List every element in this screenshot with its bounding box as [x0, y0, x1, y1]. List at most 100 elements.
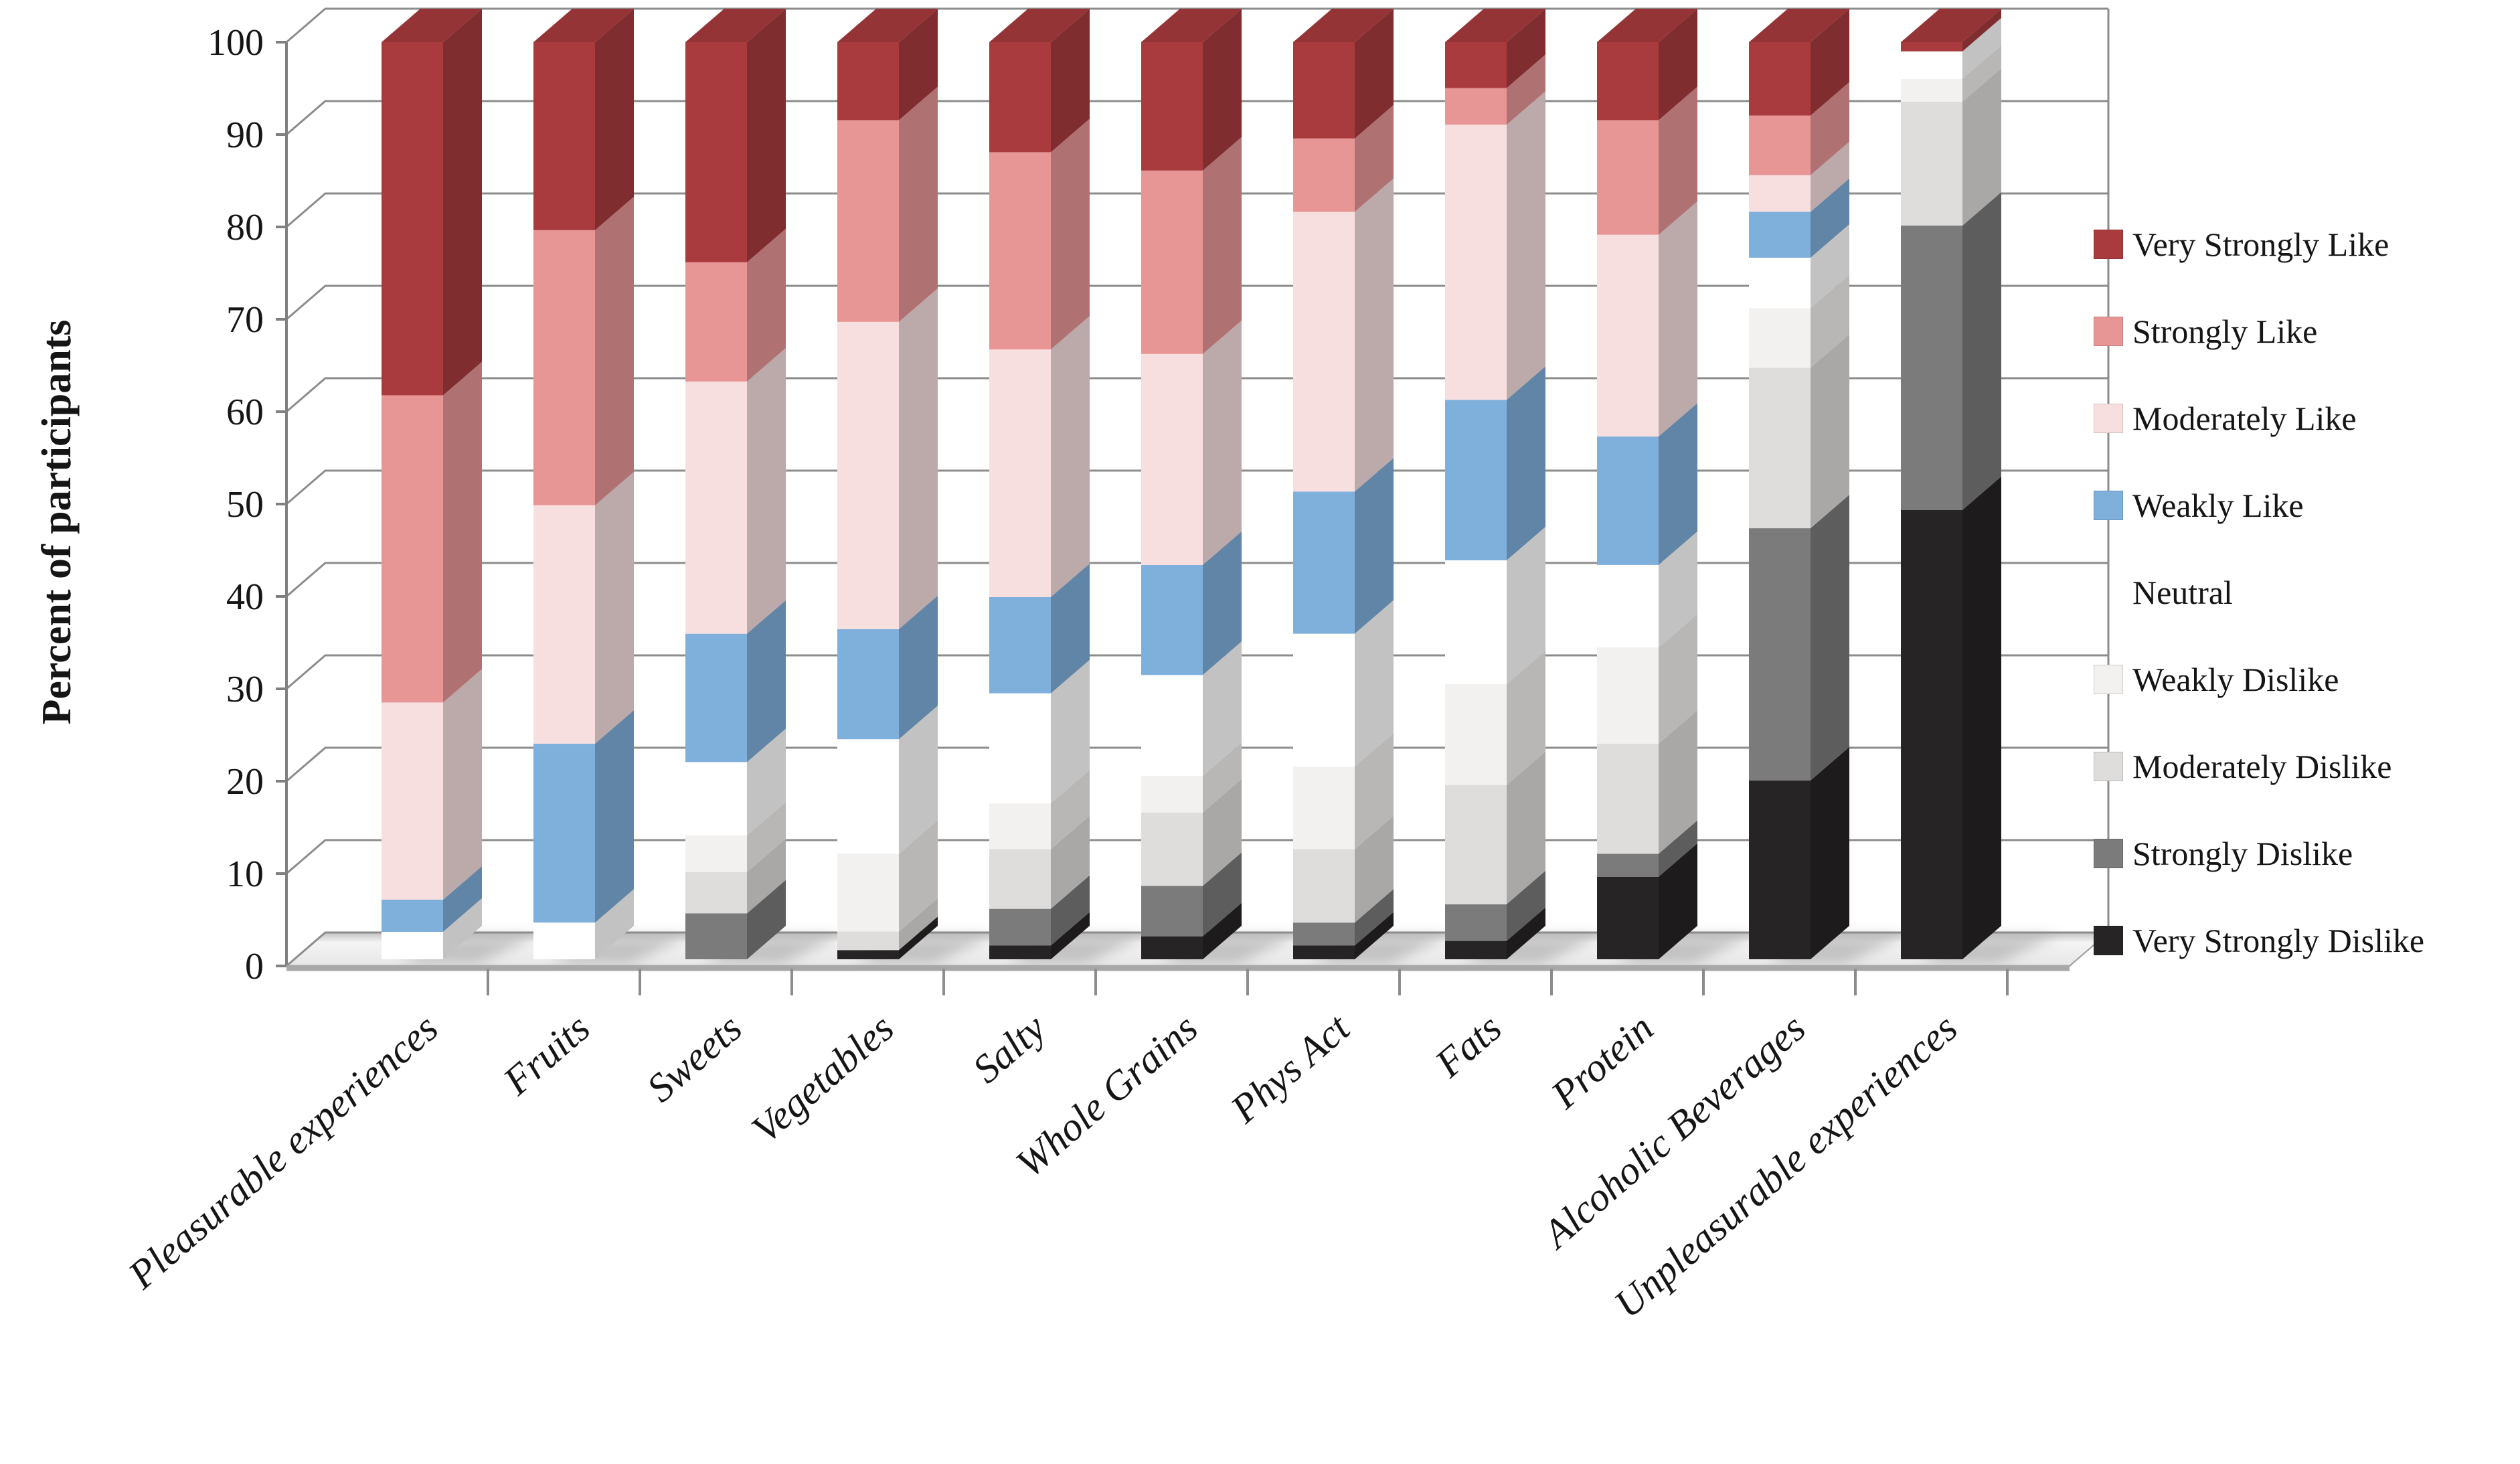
legend-label: Very Strongly Dislike: [2132, 922, 2425, 959]
bar-sweets: [685, 9, 786, 959]
segment-front: [1141, 170, 1203, 354]
segment-top: [1293, 9, 1394, 42]
segment-front: [1141, 42, 1203, 171]
segment-front: [837, 629, 899, 740]
segment-side: [1203, 320, 1242, 565]
segment-front: [837, 931, 899, 951]
segment-front: [685, 835, 747, 872]
segment-side: [1507, 651, 1545, 785]
segment-front: [1597, 744, 1659, 854]
segment-side: [1355, 9, 1394, 139]
segment-side: [1811, 82, 1849, 175]
legend-label: Very Strongly Like: [2132, 226, 2389, 263]
segment-front: [1749, 528, 1811, 781]
segment-front: [685, 42, 747, 262]
legend-item-neutral: Neutral: [2094, 549, 2424, 636]
legend-item-very-strongly-like: Very Strongly Like: [2094, 201, 2424, 288]
segment-side: [1507, 9, 1545, 88]
bar-fruits: [533, 9, 634, 959]
segment-front: [1749, 368, 1811, 529]
segment-side: [1051, 9, 1090, 153]
bar-phys-act: [1293, 9, 1394, 959]
segment-side: [1051, 770, 1090, 849]
segment-side: [1811, 224, 1849, 309]
segment-side: [899, 595, 938, 740]
segment-front: [989, 42, 1051, 153]
legend-item-weakly-dislike: Weakly Dislike: [2094, 636, 2424, 723]
segment-side: [899, 706, 938, 854]
segment-side: [1962, 476, 2001, 959]
x-category-label: Sweets: [639, 1005, 750, 1111]
segment-side: [1355, 458, 1394, 634]
x-category-label: Alcoholic Beverages: [1533, 1005, 1814, 1258]
segment-side: [1507, 91, 1545, 400]
segment-side: [1659, 403, 1697, 565]
segment-front: [685, 872, 747, 914]
segment-front: [1141, 886, 1203, 937]
segment-side: [1507, 54, 1545, 125]
segment-front: [1901, 78, 1962, 102]
segment-front: [1445, 684, 1507, 785]
segment-top: [1141, 9, 1242, 42]
segment-top: [1749, 9, 1849, 42]
segment-front: [1749, 257, 1811, 309]
legend-label: Neutral: [2132, 574, 2233, 611]
segment-front: [685, 262, 747, 382]
y-tick-label: 40: [226, 576, 264, 618]
segment-side: [747, 9, 786, 262]
segment-top: [1901, 9, 2001, 42]
legend-label: Moderately Like: [2132, 400, 2357, 437]
segment-side: [1811, 141, 1849, 212]
segment-side: [1051, 659, 1090, 804]
segment-side: [595, 9, 634, 230]
y-tick-label: 100: [207, 22, 264, 64]
segment-front: [1445, 785, 1507, 904]
y-tick-label: 30: [226, 669, 264, 710]
segment-side: [1659, 614, 1697, 744]
segment-front: [1293, 849, 1355, 923]
segment-front: [1597, 234, 1659, 437]
plot-area: 0 10 20 30 40 50 60 70 80 90 100 Pleasurable experi…: [120, 7, 2110, 1326]
segment-front: [1293, 138, 1355, 212]
segment-front: [837, 739, 899, 854]
bar-alcoholic-beverages: [1749, 9, 1849, 959]
segment-front: [685, 762, 747, 836]
bar-vegetables: [837, 9, 938, 959]
segment-side: [1203, 779, 1242, 886]
segment-side: [1203, 902, 1242, 959]
x-category-label: Fruits: [495, 1005, 598, 1104]
segment-side: [1962, 45, 2001, 102]
segment-side: [1659, 201, 1697, 437]
segment-side: [1659, 820, 1697, 877]
segment-front: [1597, 647, 1659, 744]
segment-side: [1051, 563, 1090, 694]
segment-side: [899, 820, 938, 932]
segment-front: [989, 349, 1051, 597]
segment-front: [1445, 400, 1507, 561]
segment-front: [1597, 42, 1659, 120]
segment-front: [837, 321, 899, 629]
segment-front: [1901, 226, 1962, 510]
segment-front: [1597, 564, 1659, 648]
segment-side: [1962, 68, 2001, 226]
segment-top: [1445, 9, 1545, 42]
segment-side: [1811, 495, 1849, 781]
segment-side: [747, 728, 786, 836]
y-tick-label: 90: [226, 114, 264, 156]
legend-swatch-icon: [2094, 926, 2123, 955]
bar-whole-grains: [1141, 9, 1242, 959]
legend-item-strongly-like: Strongly Like: [2094, 288, 2424, 375]
segment-side: [1962, 9, 2001, 52]
segment-side: [1355, 815, 1394, 923]
x-category-label: Pleasurable experiences: [120, 1005, 446, 1297]
segment-side: [1203, 852, 1242, 937]
segment-side: [1507, 366, 1545, 561]
segment-side: [1507, 527, 1545, 684]
segment-front: [1901, 102, 1962, 226]
segment-front: [989, 596, 1051, 694]
segment-side: [443, 898, 482, 959]
segment-side: [899, 898, 938, 951]
segment-front: [1901, 509, 1962, 959]
